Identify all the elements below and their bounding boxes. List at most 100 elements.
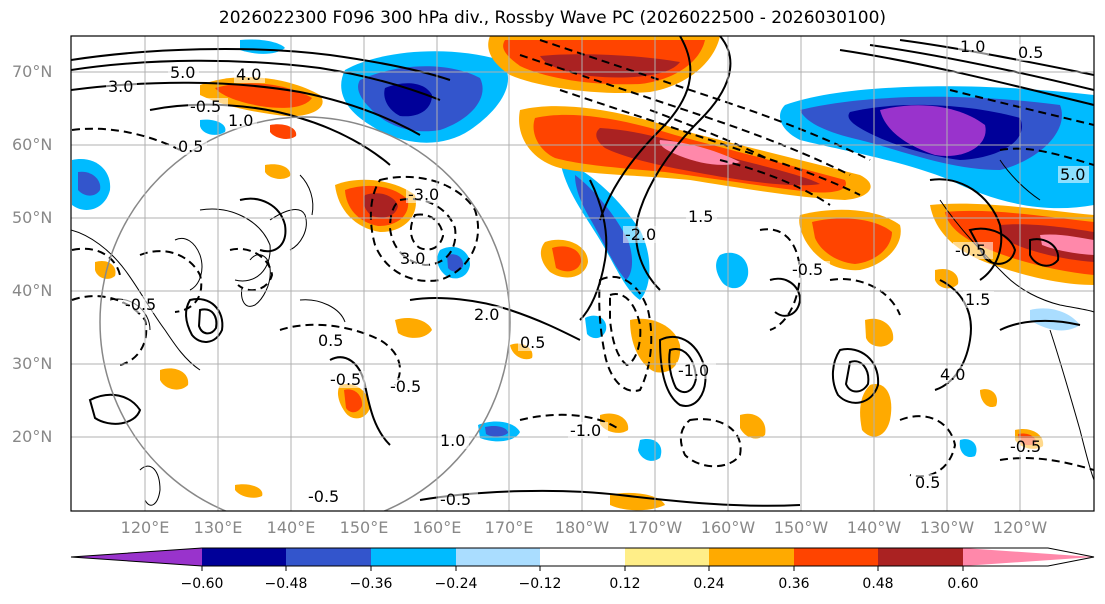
contour-label: 0.5 — [318, 331, 343, 350]
contour-label-background — [1016, 44, 1047, 61]
colorbar-tick-label: 0.12 — [609, 576, 641, 592]
negative-contours — [71, 39, 1094, 478]
lat-label: 20°N — [12, 427, 53, 446]
lon-label: 170°E — [484, 518, 534, 537]
contour-label: 3.0 — [108, 77, 133, 96]
contour-label-background — [106, 78, 137, 95]
contour-label: 0.5 — [520, 333, 545, 352]
colorbar-segment — [878, 548, 963, 566]
contour-label: -0.5 — [125, 295, 156, 314]
lon-label: 130°E — [193, 518, 243, 537]
contour-label: -3.0 — [408, 185, 439, 204]
colorbar-segment — [71, 548, 202, 566]
contour-label: 5.0 — [1060, 165, 1085, 184]
lon-label: 160°W — [700, 518, 756, 537]
contour-label: 1.5 — [965, 290, 990, 309]
lon-label: 140°W — [846, 518, 902, 537]
contour-label-background — [676, 362, 716, 379]
contour-label-background — [938, 366, 969, 383]
contour-label-background — [518, 334, 549, 351]
map-frame — [70, 35, 1095, 512]
contour-label: 5.0 — [170, 63, 195, 82]
region-circle — [99, 116, 511, 511]
contour-label: -0.5 — [1010, 437, 1041, 456]
contour-label: -0.5 — [308, 487, 339, 506]
colorbar-segment — [709, 548, 794, 566]
contour-label-background — [438, 432, 469, 449]
colorbar-segment — [625, 548, 709, 566]
lon-label: 140°E — [266, 518, 316, 537]
contour-label-background — [568, 422, 608, 439]
contour-label-background — [234, 66, 265, 83]
contour-label: 0.5 — [178, 137, 203, 156]
colorbar-tick-label: 0.36 — [778, 576, 810, 592]
contour-label-background — [623, 226, 663, 243]
colorbar-segment — [540, 548, 625, 566]
contour-label-background — [168, 64, 199, 81]
contour-label: -0.5 — [330, 370, 361, 389]
contour-label-background — [958, 38, 989, 55]
lon-label: 160°E — [412, 518, 462, 537]
contour-label: 3.0 — [400, 249, 425, 268]
contour-label-background — [686, 208, 717, 225]
contour-label: 1.5 — [688, 207, 713, 226]
contour-label: 1.0 — [440, 431, 465, 450]
colorbar — [70, 547, 1095, 571]
contour-label-background — [1058, 166, 1089, 183]
contour-label-background — [388, 378, 428, 395]
lat-label: 70°N — [12, 62, 53, 81]
contour-labels: 5.0 4.0 3.0 -0.5 1.0 0.5 3.0 -2.0 -3.0 1.5 2.0 0.5 -… — [106, 37, 1089, 509]
contour-label: -0.5 — [390, 377, 421, 396]
contour-label-background — [188, 98, 228, 115]
contour-label-background — [398, 250, 429, 267]
contour-label-background — [123, 296, 163, 313]
colorbar-tick-label: −0.48 — [264, 576, 308, 592]
contour-label: -0.5 — [190, 97, 221, 116]
contour-label-background — [913, 474, 944, 491]
lat-label: 40°N — [12, 281, 53, 300]
contour-label: 0.5 — [1018, 43, 1043, 62]
colorbar-tick-label: 0.48 — [862, 576, 894, 592]
lon-label: 120°E — [120, 518, 170, 537]
contour-label: 1.0 — [960, 37, 985, 56]
contour-label-background — [438, 491, 478, 508]
colorbar-tick-label: −0.24 — [434, 576, 478, 592]
lat-label: 30°N — [12, 354, 53, 373]
map-title: 2026022300 F096 300 hPa div., Rossby Wav… — [218, 8, 887, 28]
contour-label: 1.0 — [228, 111, 253, 130]
contour-label: 2.0 — [474, 305, 499, 324]
colorbar-segment — [456, 548, 540, 566]
contour-label-background — [406, 186, 446, 203]
contour-label-background — [316, 332, 347, 349]
contour-label-background — [226, 112, 257, 129]
contour-label: -1.0 — [570, 421, 601, 440]
contour-label: -0.5 — [440, 490, 471, 509]
contour-label-background — [963, 291, 994, 308]
contour-label: 0.5 — [915, 473, 940, 492]
contour-label: -2.0 — [625, 225, 656, 244]
contour-label: -0.5 — [792, 260, 823, 279]
contour-label-background — [953, 242, 993, 259]
colorbar-segment — [794, 548, 878, 566]
lon-label: 170°W — [627, 518, 683, 537]
contour-label: -0.5 — [955, 241, 986, 260]
contour-label-background — [328, 371, 368, 388]
lat-label: 50°N — [12, 208, 53, 227]
colorbar-segment — [371, 548, 456, 566]
colorbar-segment — [202, 548, 286, 566]
colorbar-segment — [286, 548, 371, 566]
contour-label-background — [1008, 438, 1048, 455]
colorbar-tick-label: 0.24 — [693, 576, 725, 592]
lon-label: 120°W — [992, 518, 1048, 537]
lon-label: 150°E — [339, 518, 389, 537]
colorbar-tick-label: −0.60 — [180, 576, 224, 592]
lat-label: 60°N — [12, 135, 53, 154]
rossby-wave-contours — [71, 36, 1094, 507]
lon-label: 150°W — [773, 518, 829, 537]
colorbar-tick-label: 0.60 — [947, 576, 979, 592]
contour-label-background — [790, 261, 830, 278]
contour-label: 4.0 — [940, 365, 965, 384]
contour-label: -1.0 — [678, 361, 709, 380]
contour-label-background — [176, 138, 207, 155]
